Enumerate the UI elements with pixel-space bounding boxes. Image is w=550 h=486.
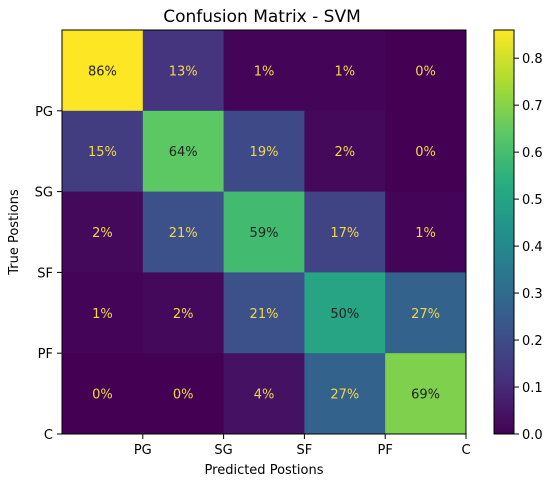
- y-tick-label: PF: [38, 347, 53, 362]
- cell-value-label: 64%: [169, 145, 198, 160]
- cell-value-label: 19%: [250, 145, 279, 160]
- heatmap-cell: [385, 272, 467, 354]
- heatmap-cell-labels: 86% 13% 1% 1% 0% 15% 64% 19% 2% 0% 2% 21% 59% 17% 1% 1%…: [88, 64, 440, 402]
- heatmap-cell: [62, 272, 144, 354]
- y-tick-label: C: [44, 428, 53, 443]
- cell-value-label: 1%: [415, 226, 436, 241]
- heatmap-cell: [142, 191, 225, 273]
- heatmap-cell: [62, 191, 144, 273]
- colorbar-ticks: 0.0 0.1 0.2 0.3 0.4 0.5 0.6 0.7 0.8: [514, 52, 543, 443]
- heatmap-cell: [62, 110, 144, 193]
- heatmap-cell: [385, 110, 467, 193]
- cell-value-label: 2%: [92, 226, 113, 241]
- colorbar-tick-label: 0.6: [522, 146, 543, 161]
- heatmap-cell: [223, 30, 305, 112]
- y-axis: PG SG SF PF C: [35, 105, 62, 443]
- cell-value-label: 1%: [334, 64, 355, 79]
- cell-value-label: 0%: [415, 145, 436, 160]
- x-tick-label: SF: [297, 443, 313, 458]
- colorbar-tick-label: 0.0: [522, 428, 543, 443]
- cell-value-label: 4%: [254, 388, 275, 403]
- heatmap-cell: [142, 353, 225, 435]
- cell-value-label: 0%: [92, 388, 113, 403]
- heatmap-cell: [304, 191, 386, 273]
- cell-value-label: 21%: [169, 226, 198, 241]
- heatmap-cell: [304, 30, 386, 112]
- x-axis: PG SG SF PF C: [134, 434, 471, 458]
- heatmap-cell: [223, 110, 305, 193]
- cell-value-label: 2%: [173, 307, 194, 322]
- cell-value-label: 50%: [330, 307, 359, 322]
- y-tick-label: SF: [37, 266, 53, 281]
- cell-value-label: 21%: [250, 307, 279, 322]
- colorbar-tick-label: 0.1: [522, 381, 543, 396]
- cell-value-label: 0%: [173, 388, 194, 403]
- heatmap-cell: [385, 30, 467, 112]
- heatmap-cell: [62, 30, 144, 112]
- heatmap-cell: [385, 353, 467, 435]
- cell-value-label: 27%: [330, 388, 359, 403]
- cell-value-label: 2%: [334, 145, 355, 160]
- chart-title: Confusion Matrix - SVM: [163, 7, 361, 27]
- cell-value-label: 1%: [254, 64, 275, 79]
- heatmap-cell: [223, 191, 305, 273]
- cell-value-label: 13%: [169, 64, 198, 79]
- x-tick-label: SG: [214, 443, 232, 458]
- y-tick-label: PG: [35, 105, 53, 120]
- heatmap-cell: [223, 272, 305, 354]
- heatmap-cell: [142, 110, 225, 193]
- colorbar-tick-label: 0.2: [522, 334, 543, 349]
- colorbar-tick-label: 0.7: [522, 99, 543, 114]
- x-tick-label: C: [461, 443, 470, 458]
- x-tick-label: PF: [378, 443, 393, 458]
- y-axis-label: True Postions: [7, 189, 22, 276]
- heatmap-cells: [62, 30, 467, 435]
- colorbar-tick-label: 0.4: [522, 240, 543, 255]
- x-tick-label: PG: [134, 443, 152, 458]
- colorbar-tick-label: 0.8: [522, 52, 543, 67]
- heatmap-cell: [304, 272, 386, 354]
- heatmap-cell: [223, 353, 305, 435]
- heatmap-cell: [304, 353, 386, 435]
- heatmap-cell: [142, 272, 225, 354]
- cell-value-label: 17%: [330, 226, 359, 241]
- cell-value-label: 59%: [250, 226, 279, 241]
- colorbar-tick-label: 0.5: [522, 193, 543, 208]
- y-tick-label: SG: [35, 186, 53, 201]
- x-axis-label: Predicted Postions: [205, 463, 324, 478]
- cell-value-label: 0%: [415, 64, 436, 79]
- heatmap-cell: [385, 191, 467, 273]
- cell-value-label: 69%: [411, 388, 440, 403]
- colorbar-tick-label: 0.3: [522, 287, 543, 302]
- cell-value-label: 15%: [88, 145, 117, 160]
- heatmap-cell: [62, 353, 144, 435]
- cell-value-label: 1%: [92, 307, 113, 322]
- heatmap-cell: [304, 110, 386, 193]
- heatmap-cell: [142, 30, 225, 112]
- colorbar: [493, 29, 515, 435]
- cell-value-label: 86%: [88, 64, 117, 79]
- plot-frame: [61, 29, 467, 435]
- cell-value-label: 27%: [411, 307, 440, 322]
